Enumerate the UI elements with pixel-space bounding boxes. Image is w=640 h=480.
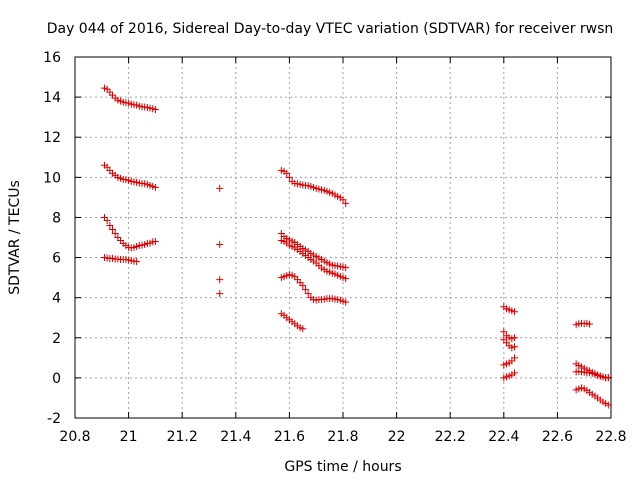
y-tick-label: 2 xyxy=(52,331,61,347)
x-tick-labels: 20.8 21 21.2 21.4 21.6 21.8 22 22.2 22.4 22.6 22.8 xyxy=(59,429,626,445)
x-tick-label: 22.6 xyxy=(542,429,573,445)
data-point xyxy=(304,290,312,298)
series-arc-h xyxy=(277,271,350,306)
data-point xyxy=(299,325,307,333)
series-arc-m xyxy=(500,354,519,369)
x-tick-label: 20.8 xyxy=(59,429,90,445)
y-tick-label: -2 xyxy=(47,411,61,427)
data-point xyxy=(500,328,508,336)
series-arc-d xyxy=(100,254,141,266)
data-point xyxy=(151,106,159,114)
x-tick-label: 21.8 xyxy=(327,429,358,445)
data-point xyxy=(342,199,350,207)
y-tick-label: 6 xyxy=(52,251,61,267)
series-arc-q xyxy=(572,367,612,382)
data-point xyxy=(339,196,347,204)
x-tick-label: 22 xyxy=(388,429,406,445)
x-tick-label: 22.8 xyxy=(595,429,626,445)
x-tick-label: 21.4 xyxy=(220,429,251,445)
data-point xyxy=(342,298,350,306)
x-tick-label: 21.2 xyxy=(167,429,198,445)
grid-lines xyxy=(75,57,611,418)
data-point xyxy=(511,334,519,342)
plot-frame xyxy=(74,56,612,419)
x-axis-label: GPS time / hours xyxy=(284,459,401,475)
series-arc-r xyxy=(572,384,612,409)
y-axis-label: SDTVAR / TECUs xyxy=(7,180,23,295)
data-point xyxy=(111,229,119,237)
data-point xyxy=(151,183,159,191)
series-isolated xyxy=(216,184,224,298)
data-point xyxy=(511,354,519,362)
data-point xyxy=(283,169,291,177)
data-point xyxy=(106,221,114,229)
data-point xyxy=(133,258,141,266)
series-arc-i xyxy=(277,310,307,333)
x-tick-label: 21.6 xyxy=(274,429,305,445)
series-arc-c xyxy=(100,213,159,252)
series-arc-j xyxy=(500,303,519,316)
data-point xyxy=(511,308,519,316)
series-arc-g xyxy=(277,237,350,283)
series-arc-e xyxy=(277,166,350,207)
y-tick-label: 12 xyxy=(43,130,61,146)
data-point xyxy=(109,225,117,233)
data-point xyxy=(301,286,309,294)
series-arc-l xyxy=(500,336,519,352)
series-arc-k xyxy=(500,328,519,343)
x-tick-label: 22.2 xyxy=(435,429,466,445)
data-point xyxy=(216,290,224,298)
series-arc-a xyxy=(100,84,159,114)
chart-title: Day 044 of 2016, Sidereal Day-to-day VTE… xyxy=(47,21,614,37)
x-tick-label: 22.4 xyxy=(488,429,519,445)
data-point xyxy=(586,320,594,328)
data-point xyxy=(216,184,224,192)
y-tick-label: 8 xyxy=(52,210,61,226)
data-point xyxy=(103,216,111,224)
data-point xyxy=(511,343,519,351)
series-arc-n xyxy=(500,369,519,382)
data-point xyxy=(342,264,350,272)
data-point xyxy=(511,369,519,377)
x-tick-label: 21 xyxy=(120,429,138,445)
y-tick-label: 4 xyxy=(52,291,61,307)
data-point xyxy=(285,173,293,181)
y-tick-label: 14 xyxy=(43,90,61,106)
data-point xyxy=(151,238,159,246)
y-tick-labels: -2 0 2 4 6 8 10 12 14 16 xyxy=(43,50,61,427)
series-arc-b xyxy=(100,161,159,191)
data-point xyxy=(216,241,224,249)
data-points xyxy=(100,84,612,409)
data-point xyxy=(342,275,350,283)
y-tick-label: 10 xyxy=(43,170,61,186)
data-point xyxy=(299,282,307,290)
series-arc-f xyxy=(277,229,350,272)
data-point xyxy=(216,276,224,284)
series-arc-o xyxy=(572,319,594,329)
y-tick-label: 0 xyxy=(52,371,61,387)
y-tick-label: 16 xyxy=(43,50,61,66)
